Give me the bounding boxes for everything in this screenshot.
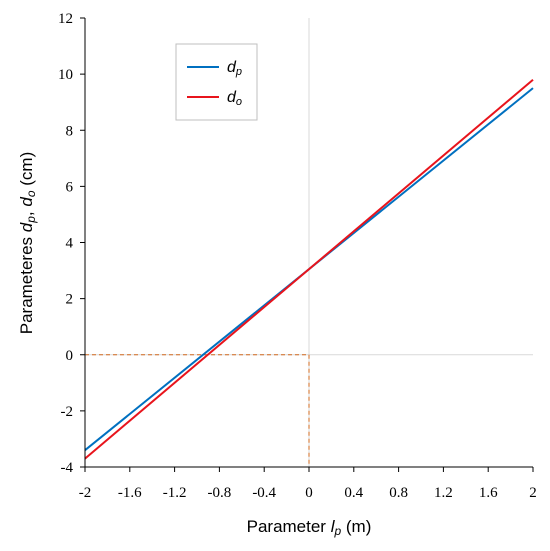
x-tick-label-2: -1.2 xyxy=(163,485,187,501)
x-tick-label-9: 1.6 xyxy=(479,485,498,501)
y-tick-label-1: -2 xyxy=(61,404,74,420)
y-tick-label-2: 0 xyxy=(66,348,74,364)
y-tick-label-3: 2 xyxy=(66,292,74,308)
x-tick-label-8: 1.2 xyxy=(434,485,453,501)
series-lines xyxy=(84,78,534,460)
x-tick-label-6: 0.4 xyxy=(344,485,363,501)
x-axis-title: Parameter lp (m) xyxy=(247,517,372,538)
y-tick-label-6: 8 xyxy=(66,123,74,139)
x-tick-label-10: 2 xyxy=(529,485,537,501)
ticks xyxy=(80,17,534,472)
legend: dp do xyxy=(175,43,258,121)
legend-label-do: do xyxy=(227,89,242,108)
legend-label-dp: dp xyxy=(227,59,242,78)
x-tick-label-4: -0.4 xyxy=(252,485,276,501)
y-tick-label-5: 6 xyxy=(66,179,74,195)
x-tick-label-3: -0.8 xyxy=(208,485,232,501)
y-axis-title: Parameteres dp, do (cm) xyxy=(17,152,38,335)
tick-labels: -2 -1.6 -1.2 -0.8 -0.4 0 0.4 0.8 1.2 1.6 2 -4 -2 0 2 4 6… xyxy=(58,11,537,501)
legend-box xyxy=(175,43,258,121)
series-line-do xyxy=(84,78,534,460)
x-tick-label-1: -1.6 xyxy=(118,485,142,501)
y-tick-label-4: 4 xyxy=(66,236,74,252)
x-tick-label-0: -2 xyxy=(79,485,92,501)
x-tick-label-7: 0.8 xyxy=(389,485,408,501)
x-tick-label-5: 0 xyxy=(305,485,313,501)
reference-guides xyxy=(85,354,310,467)
y-tick-label-0: -4 xyxy=(61,460,74,476)
y-tick-label-8: 12 xyxy=(58,11,73,27)
y-tick-label-7: 10 xyxy=(58,67,73,83)
